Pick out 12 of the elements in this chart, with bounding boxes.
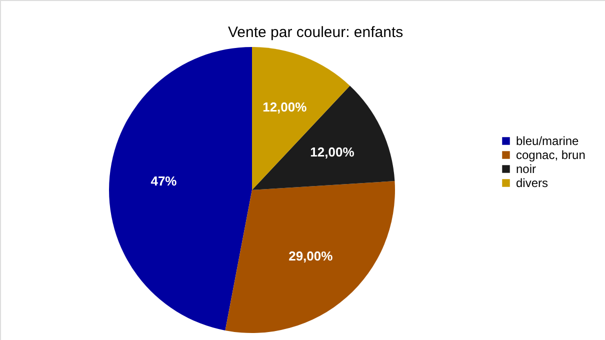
pie-slice: [252, 86, 395, 190]
legend-label: noir: [516, 162, 536, 176]
legend-label: divers: [516, 176, 548, 190]
data-label: 47%: [150, 174, 178, 189]
data-label: 12,00%: [310, 144, 355, 160]
chart-title: Vente par couleur: enfants: [228, 24, 404, 41]
data-label: 29,00%: [288, 248, 334, 264]
legend-label: bleu/marine: [516, 134, 580, 148]
data-label: 12,00%: [262, 100, 308, 115]
pie-slice: [225, 181, 395, 333]
pie-slice: [109, 47, 252, 330]
legend-label: cognac, brun: [516, 148, 586, 162]
